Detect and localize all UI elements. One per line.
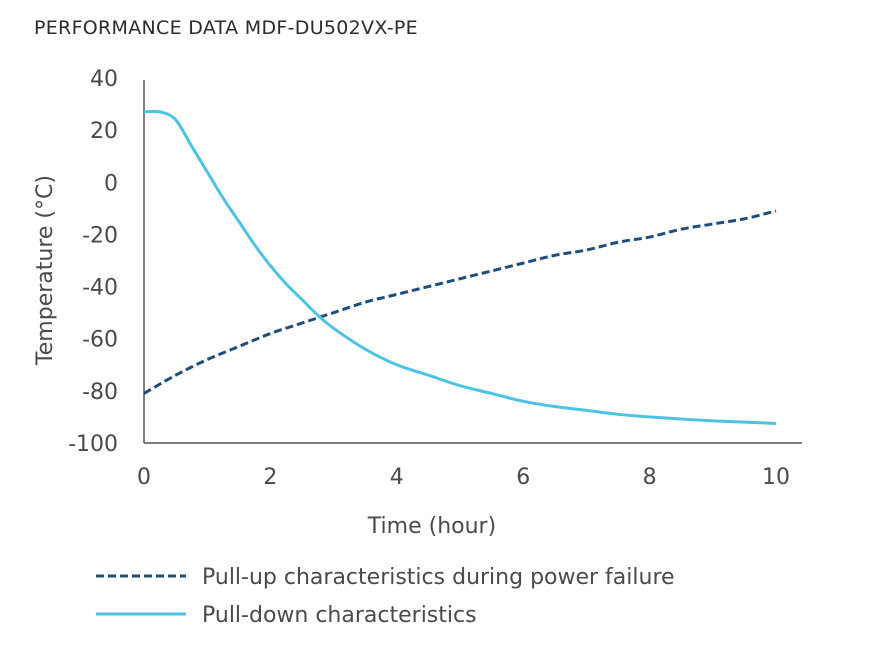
series-layer	[143, 109, 777, 425]
x-tick-label: 10	[762, 465, 790, 490]
chart-title: PERFORMANCE DATA MDF-DU502VX-PE	[34, 17, 418, 39]
legend-label-pull-down: Pull-down characteristics	[202, 603, 477, 628]
y-tick-label: -100	[68, 432, 118, 457]
legend: Pull-up characteristics during power fai…	[96, 565, 675, 628]
y-tick-label: -20	[82, 223, 118, 248]
x-tick-label: 6	[516, 465, 530, 490]
y-tick-label: 20	[90, 119, 118, 144]
y-tick-label: -60	[82, 328, 118, 353]
legend-label-pull-up: Pull-up characteristics during power fai…	[202, 565, 675, 590]
x-axis-label: Time (hour)	[367, 514, 496, 539]
y-tick-label: 40	[90, 67, 118, 92]
y-axis-ticks: 40 20 0 -20 -40 -60 -80 -100	[68, 67, 118, 457]
y-tick-label: -80	[82, 380, 118, 405]
series-line-pull-down	[143, 109, 777, 425]
series-line-pull-up	[143, 209, 777, 395]
x-tick-label: 4	[390, 465, 404, 490]
y-tick-label: -40	[82, 276, 118, 301]
x-tick-label: 8	[643, 465, 657, 490]
x-tick-label: 0	[137, 465, 151, 490]
y-axis-label: Temperature (°C)	[33, 175, 58, 366]
x-axis-ticks: 0 2 4 6 8 10	[137, 465, 790, 490]
y-tick-label: 0	[104, 171, 118, 196]
x-tick-label: 2	[263, 465, 277, 490]
